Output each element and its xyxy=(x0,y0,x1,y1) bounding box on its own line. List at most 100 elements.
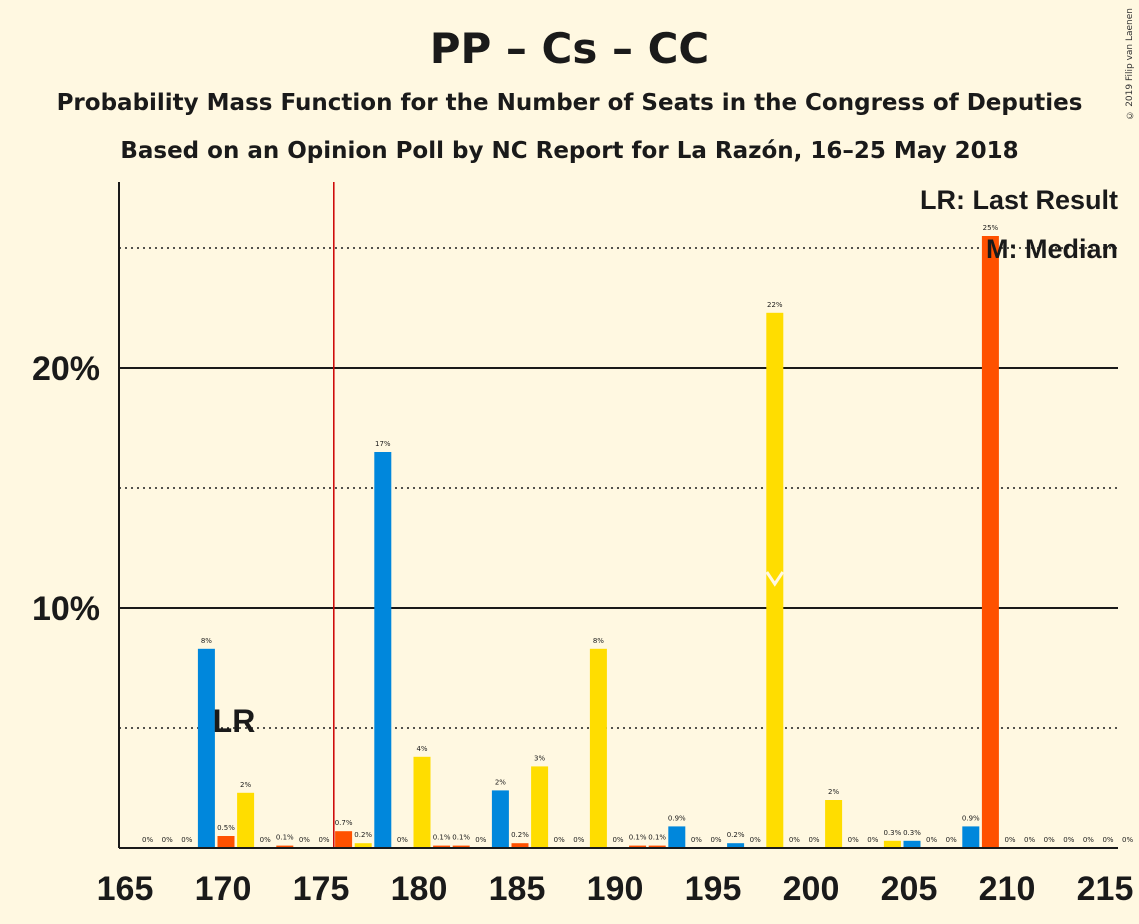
legend-median: M: Median xyxy=(986,234,1118,264)
bar-label: 0% xyxy=(573,836,584,844)
bar-label: 0% xyxy=(1063,836,1074,844)
legend-last-result: LR: Last Result xyxy=(920,185,1118,215)
chart-source: Based on an Opinion Poll by NC Report fo… xyxy=(120,138,1019,164)
bar-label: 4% xyxy=(416,745,427,753)
bar-label: 0% xyxy=(397,836,408,844)
bar-label: 0% xyxy=(475,836,486,844)
bar-seat-205 xyxy=(903,840,921,848)
bar-seat-177 xyxy=(354,843,372,848)
last-result-marker: LR xyxy=(213,703,256,739)
bar-label: 2% xyxy=(828,788,839,796)
bar-label: 0.2% xyxy=(727,831,745,839)
bar-label: 2% xyxy=(240,781,251,789)
bar-label: 0% xyxy=(299,836,310,844)
bar-seat-176 xyxy=(335,831,353,848)
bar-label: 0% xyxy=(1122,836,1133,844)
bar-label: 0.2% xyxy=(511,831,529,839)
bar-label: 0% xyxy=(789,836,800,844)
bar-label: 0% xyxy=(710,836,721,844)
bar-label: 3% xyxy=(534,754,545,762)
x-tick-label: 180 xyxy=(391,870,448,908)
bar-label: 8% xyxy=(201,637,212,645)
bar-label: 0% xyxy=(554,836,565,844)
bar-label: 2% xyxy=(495,778,506,786)
bar-label: 0.3% xyxy=(903,829,921,837)
bar-seat-204 xyxy=(883,840,901,848)
overlays: LR xyxy=(213,182,785,848)
x-tick-label: 215 xyxy=(1077,870,1134,908)
gridlines xyxy=(119,247,1118,729)
bar-label: 0% xyxy=(1024,836,1035,844)
chart-title: PP – Cs – CC xyxy=(429,24,710,73)
bar-seat-184 xyxy=(491,790,509,848)
bar-seat-180 xyxy=(413,756,431,848)
bar-label: 0% xyxy=(1102,836,1113,844)
bar-label: 0.3% xyxy=(884,829,902,837)
x-tick-label: 170 xyxy=(195,870,252,908)
bar-label: 0% xyxy=(260,836,271,844)
x-tick-label: 190 xyxy=(587,870,644,908)
bar-seat-198 xyxy=(766,312,784,848)
bar-label: 0% xyxy=(808,836,819,844)
bar-seat-186 xyxy=(531,766,549,848)
x-tick-label: 195 xyxy=(685,870,742,908)
bar-label: 0% xyxy=(1004,836,1015,844)
bar-label: 0% xyxy=(142,836,153,844)
bar-seat-193 xyxy=(668,826,686,848)
bar-seat-208 xyxy=(962,826,980,848)
bar-label: 0.1% xyxy=(276,834,294,842)
bar-label: 0% xyxy=(750,836,761,844)
bar-seat-185 xyxy=(511,843,529,848)
bar-label: 0% xyxy=(1083,836,1094,844)
bar-seat-196 xyxy=(727,843,745,848)
bar-seat-191 xyxy=(629,845,647,848)
bar-label: 0% xyxy=(867,836,878,844)
bar-label: 0.1% xyxy=(452,834,470,842)
bar-seat-171 xyxy=(237,792,255,848)
bar-seat-182 xyxy=(452,845,470,848)
bar-seat-209 xyxy=(981,236,999,848)
bar-label: 25% xyxy=(983,224,999,232)
bar-seat-170 xyxy=(217,836,235,848)
x-tick-label: 205 xyxy=(881,870,938,908)
y-axis: 10% 20% xyxy=(32,182,120,848)
x-tick-label: 200 xyxy=(783,870,840,908)
y-tick-label: 20% xyxy=(32,350,100,388)
bar-seat-173 xyxy=(276,845,294,848)
bar-label: 22% xyxy=(767,301,783,309)
bar-label: 0% xyxy=(318,836,329,844)
bar-label: 0.1% xyxy=(629,834,647,842)
bar-label: 0% xyxy=(612,836,623,844)
bar-label: 0% xyxy=(848,836,859,844)
legend: LR: Last Result M: Median xyxy=(920,185,1118,264)
bar-label: 0.5% xyxy=(217,824,235,832)
bar-seat-178 xyxy=(374,452,392,848)
bar-label: 0% xyxy=(926,836,937,844)
x-tick-label: 165 xyxy=(97,870,154,908)
median-marker xyxy=(765,571,785,587)
bar-label: 8% xyxy=(593,637,604,645)
bar-seat-169 xyxy=(197,648,215,848)
bar-label: 0.9% xyxy=(962,814,980,822)
bar-seat-201 xyxy=(825,800,843,848)
chart-subtitle: Probability Mass Function for the Number… xyxy=(56,90,1083,116)
x-tick-label: 175 xyxy=(293,870,350,908)
bar-label: 0% xyxy=(162,836,173,844)
bars: 0% 0% 0%8%0.5%2%0% 0.1% 0% 0%0.7%0.2%17%0%4%0… xyxy=(142,224,1133,848)
bar-seat-192 xyxy=(648,845,666,848)
y-tick-label: 10% xyxy=(32,590,100,628)
bar-label: 0% xyxy=(1044,836,1055,844)
bar-label: 17% xyxy=(375,440,391,448)
bar-label: 0% xyxy=(691,836,702,844)
bar-label: 0.2% xyxy=(354,831,372,839)
bar-label: 0% xyxy=(946,836,957,844)
bar-label: 0.1% xyxy=(433,834,451,842)
x-tick-label: 185 xyxy=(489,870,546,908)
bar-label: 0.7% xyxy=(335,819,353,827)
bar-label: 0.1% xyxy=(648,834,666,842)
bar-seat-189 xyxy=(589,648,607,848)
bar-label: 0.9% xyxy=(668,814,686,822)
bar-label: 0% xyxy=(181,836,192,844)
x-axis: 165 170 175 180 185 190 195 200 205 210 215 xyxy=(97,847,1134,908)
